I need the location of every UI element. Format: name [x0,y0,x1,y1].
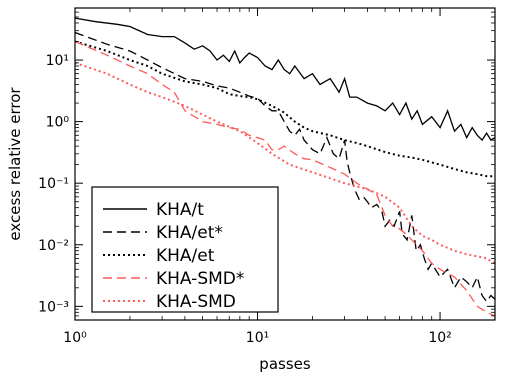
legend-label-1: KHA/et* [156,223,223,243]
y-axis-label: excess relative error [6,87,24,241]
legend-label-4: KHA-SMD [156,292,236,312]
plot-frame [74,7,496,321]
y-tick-label-0: 10⁻³ [38,299,69,315]
y-tick-label-2: 10⁻¹ [38,176,69,192]
x-tick-label-1: 10¹ [246,330,269,346]
x-tick-label-0: 10⁰ [63,330,87,346]
y-tick-label-4: 10¹ [46,53,69,69]
x-axis-label: passes [259,355,311,373]
y-tick-label-1: 10⁻² [38,238,69,254]
series-line-2 [75,40,495,178]
x-tick-label-2: 10² [428,330,451,346]
legend-label-2: KHA/et [156,246,215,266]
legend-label-3: KHA-SMD* [156,269,244,289]
series-layer [75,17,495,317]
y-tick-label-3: 10⁰ [46,115,70,131]
series-line-1 [75,31,495,303]
legend-label-0: KHA/t [156,200,204,220]
series-line-0 [75,17,495,142]
series-line-4 [75,61,495,265]
tick-layer: 10⁰ 10¹ 10² 10⁻³ 10⁻² 10⁻¹ 10⁰ 10¹ [38,8,495,346]
series-line-3 [75,40,495,317]
legend: KHA/t KHA/et* KHA/et KHA-SMD* KHA-SMD [91,186,279,313]
legend-box [91,186,279,313]
